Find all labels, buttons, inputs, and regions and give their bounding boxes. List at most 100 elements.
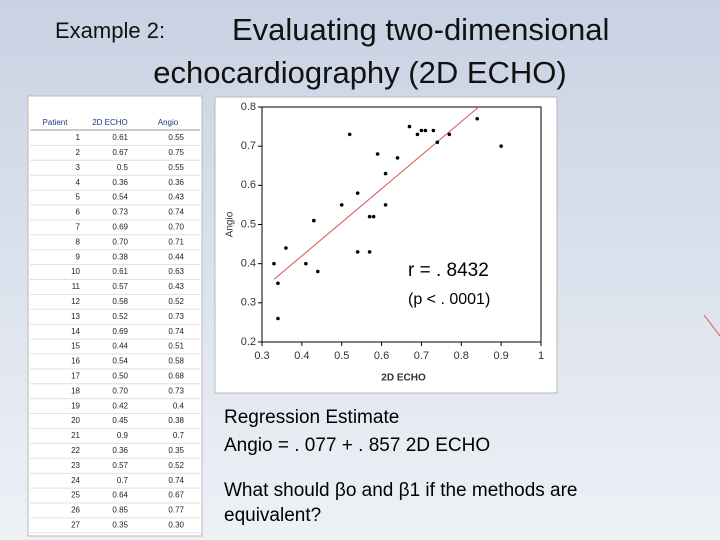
table-cell: 0.7 <box>173 431 185 440</box>
table-cell: 0.58 <box>168 357 184 366</box>
table-cell: 2 <box>76 148 81 157</box>
point <box>475 116 480 121</box>
chart-panel <box>214 96 558 394</box>
regression-line <box>273 106 480 280</box>
decoration <box>703 314 720 337</box>
point <box>435 140 440 145</box>
table-header: Angio <box>158 118 179 127</box>
y-tick-label: 0.4 <box>241 258 256 270</box>
table-cell: 19 <box>71 401 80 410</box>
table-cell: 0.70 <box>112 386 128 395</box>
table-cell: 0.43 <box>168 193 184 202</box>
table-cell: 0.55 <box>168 133 184 142</box>
table-cell: 24 <box>71 476 80 485</box>
y-tick-label: 0.7 <box>241 140 256 152</box>
table-cell: 20 <box>71 416 80 425</box>
table-cell: 8 <box>76 237 81 246</box>
annotation: (p < . 0001) <box>408 291 490 308</box>
title-line: echocardiography (2D ECHO) <box>153 55 567 90</box>
table-cell: 0.67 <box>112 148 128 157</box>
table-cell: 25 <box>71 491 80 500</box>
point <box>375 152 380 156</box>
table-cell: 0.69 <box>112 223 128 232</box>
table-cell: 0.71 <box>168 237 184 246</box>
x-tick-label: 0.9 <box>493 350 508 362</box>
table-cell: 0.43 <box>168 282 184 291</box>
table-cell: 0.77 <box>168 506 184 515</box>
table-cell: 0.55 <box>168 163 184 172</box>
point <box>367 250 372 254</box>
annotation: r = . 8432 <box>408 260 489 281</box>
point <box>367 214 372 219</box>
table-cell: 0.5 <box>117 163 129 172</box>
table-cell: 0.54 <box>112 193 128 202</box>
table-cell: 13 <box>71 312 80 321</box>
point <box>395 156 400 160</box>
table-cell: 15 <box>71 342 80 351</box>
point <box>499 144 503 148</box>
table-cell: 18 <box>71 386 80 395</box>
table-cell: 0.38 <box>112 252 128 261</box>
table-cell: 17 <box>71 372 80 381</box>
table-cell: 0.45 <box>112 416 128 425</box>
point <box>383 171 388 176</box>
point <box>304 261 308 266</box>
table-cell: 0.36 <box>112 446 128 455</box>
table-cell: 0.85 <box>112 506 128 515</box>
table-header: 2D ECHO <box>92 118 128 127</box>
table-cell: 5 <box>76 193 81 202</box>
point <box>407 124 412 129</box>
table-cell: 0.35 <box>168 446 184 455</box>
table-cell: 0.74 <box>168 327 184 336</box>
table-cell: 0.51 <box>168 342 184 351</box>
y-tick-label: 0.3 <box>241 297 256 309</box>
table-cell: 11 <box>72 282 81 291</box>
table-cell: 0.68 <box>168 372 184 381</box>
table-cell: 0.44 <box>112 342 128 351</box>
table-cell: 9 <box>76 252 81 261</box>
table-cell: 23 <box>71 461 80 470</box>
table-cell: 0.54 <box>112 357 128 366</box>
point <box>355 191 360 195</box>
table-cell: 0.44 <box>168 252 184 261</box>
table-cell: 0.36 <box>168 178 184 187</box>
point <box>383 203 388 207</box>
table-cell: 4 <box>76 178 81 187</box>
table-cell: 0.73 <box>112 208 128 217</box>
x-tick-label: 0.5 <box>334 350 349 362</box>
table-cell: 16 <box>71 357 80 366</box>
table-cell: 0.7 <box>117 476 129 485</box>
table-cell: 21 <box>71 431 80 440</box>
x-axis-label: 2D ECHO <box>381 373 426 384</box>
table-cell: 0.58 <box>112 297 128 306</box>
point <box>355 250 360 254</box>
table-cell: 0.36 <box>112 178 128 187</box>
x-tick-label: 0.8 <box>454 350 469 362</box>
table-cell: 0.70 <box>168 223 184 232</box>
table-cell: 0.4 <box>173 401 185 410</box>
table-cell: 7 <box>76 223 81 232</box>
table-cell: 0.38 <box>168 416 184 425</box>
table-cell: 0.74 <box>168 476 184 485</box>
x-tick-label: 0.3 <box>254 350 269 362</box>
point <box>423 128 428 133</box>
table-cell: 0.50 <box>112 372 128 381</box>
table-cell: 6 <box>76 208 81 217</box>
table-cell: 0.52 <box>168 297 184 306</box>
table-header: Patient <box>43 118 69 127</box>
table-cell: 22 <box>71 446 80 455</box>
table-cell: 0.57 <box>112 461 128 470</box>
table-cell: 26 <box>71 506 80 515</box>
table-cell: 0.35 <box>112 521 128 530</box>
point <box>431 128 436 133</box>
table-cell: 0.9 <box>117 431 129 440</box>
point <box>371 214 376 219</box>
table-panel <box>27 95 203 537</box>
x-tick-label: 0.6 <box>374 350 389 362</box>
regression-heading: Regression Estimate <box>224 407 399 428</box>
x-tick-label: 0.4 <box>294 350 309 362</box>
table-cell: 0.64 <box>112 491 128 500</box>
table-cell: 0.52 <box>112 312 128 321</box>
regression-equation: Angio = . 077 + . 857 2D ECHO <box>224 435 490 456</box>
point <box>419 128 424 133</box>
